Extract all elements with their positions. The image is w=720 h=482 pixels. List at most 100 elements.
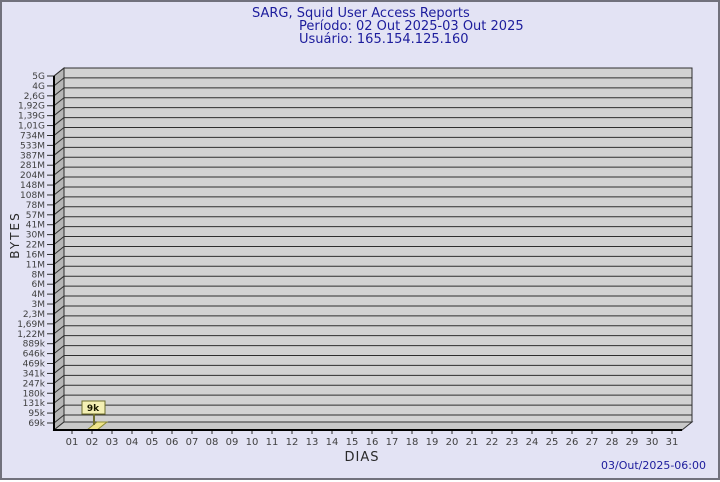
y-tick-label: 341k [23,369,46,379]
y-tick-label: 131k [23,399,46,409]
y-tick-label: 889k [23,340,46,350]
x-tick-label: 07 [186,437,199,448]
y-tick-label: 1,01G [18,122,45,132]
y-tick-label: 41M [26,221,45,231]
bar-value-label: 9k [87,404,100,414]
x-tick-label: 30 [646,437,659,448]
wall-slant-line [53,384,65,394]
wall-slant-line [53,255,65,265]
x-tick-label: 17 [386,437,399,448]
wall-slant-line [53,67,65,77]
wall-slant-line [53,374,65,384]
x-tick-label: 03 [106,437,119,448]
y-tick-label: 11M [26,260,45,270]
y-tick-label: 108M [20,191,45,201]
x-tick-label: 19 [426,437,439,448]
y-tick-label: 1,39G [18,112,45,122]
y-tick-label: 6M [32,280,46,290]
wall-slant-line [53,146,65,156]
x-tick-label: 27 [586,437,599,448]
x-tick-label: 25 [546,437,559,448]
wall-slant-line [53,285,65,295]
y-tick-label: 1,22M [17,330,45,340]
x-tick-label: 20 [446,437,459,448]
y-tick-label: 78M [26,201,45,211]
wall-slant-line [53,275,65,285]
x-tick-label: 26 [566,437,579,448]
x-tick-label: 14 [326,437,339,448]
x-tick-label: 09 [226,437,239,448]
y-tick-label: 247k [23,379,46,389]
y-tick-label: 148M [20,181,45,191]
wall-slant-line [53,265,65,275]
x-tick-label: 24 [526,437,539,448]
x-tick-label: 10 [246,437,259,448]
x-axis-title: DIAS [344,450,380,465]
y-axis-title: BYTES [8,211,22,259]
x-tick-label: 31 [666,437,679,448]
y-tick-label: 1,92G [18,102,45,112]
x-tick-label: 21 [466,437,479,448]
value-tooltip [81,400,106,415]
wall-slant-line [53,196,65,206]
wall-slant-line [53,355,65,364]
x-tick-label: 06 [166,437,179,448]
wall-slant-line [53,166,65,176]
y-tick-label: 734M [20,131,45,141]
y-tick-label: 180k [23,389,46,399]
y-tick-label: 469k [23,360,46,370]
y-tick-label: 4M [32,290,46,300]
wall-slant-line [53,186,65,196]
y-tick-label: 204M [20,171,45,181]
wall-slant-line [53,414,65,424]
wall-slant-line [53,295,65,305]
wall-slant-line [53,156,65,166]
wall-slant-line [53,97,65,107]
y-tick-label: 5G [32,72,45,82]
y-tick-label: 22M [26,241,45,251]
x-tick-label: 29 [626,437,639,448]
x-tick-label: 02 [86,437,99,448]
x-tick-label: 23 [506,437,519,448]
y-tick-label: 16M [26,250,45,260]
y-tick-label: 533M [20,141,45,151]
wall-slant-line [53,236,65,245]
report-user: Usuário: 165.154.125.160 [299,32,469,47]
x-tick-label: 08 [206,437,219,448]
y-tick-label: 1,69M [17,320,45,330]
y-tick-label: 387M [20,151,45,161]
x-tick-label: 13 [306,437,319,448]
wall-slant-line [53,127,65,136]
y-tick-label: 646k [23,350,46,360]
y-tick-label: 281M [20,161,45,171]
wall-slant-line [53,137,65,146]
y-tick-label: 2,6G [24,92,45,102]
x-tick-label: 05 [146,437,159,448]
wall-slant-line [53,365,65,374]
y-tick-label: 2,3M [23,310,45,320]
wall-slant-line [53,117,65,126]
wall-slant-line [53,325,65,335]
x-tick-label: 11 [266,437,279,448]
wall-slant-line [53,305,65,315]
x-tick-label: 12 [286,437,299,448]
x-tick-label: 01 [66,437,79,448]
y-tick-label: 57M [26,211,45,221]
wall-slant-line [53,206,65,216]
generation-timestamp: 03/Out/2025-06:00 [600,459,706,472]
wall-slant-line [53,226,65,236]
plot-panel [63,67,693,423]
x-tick-label: 22 [486,437,499,448]
wall-slant-line [53,335,65,345]
x-tick-label: 28 [606,437,619,448]
wall-slant-line [53,404,65,414]
left-wall [53,66,65,432]
wall-slant-line [53,176,65,186]
wall-slant-line [53,246,65,255]
y-tick-label: 8M [32,270,46,280]
wall-slant-line [53,345,65,354]
wall-slant-line [53,394,65,404]
chart-floor [52,421,694,431]
wall-slant-line [53,315,65,325]
wall-slant-line [53,87,65,97]
